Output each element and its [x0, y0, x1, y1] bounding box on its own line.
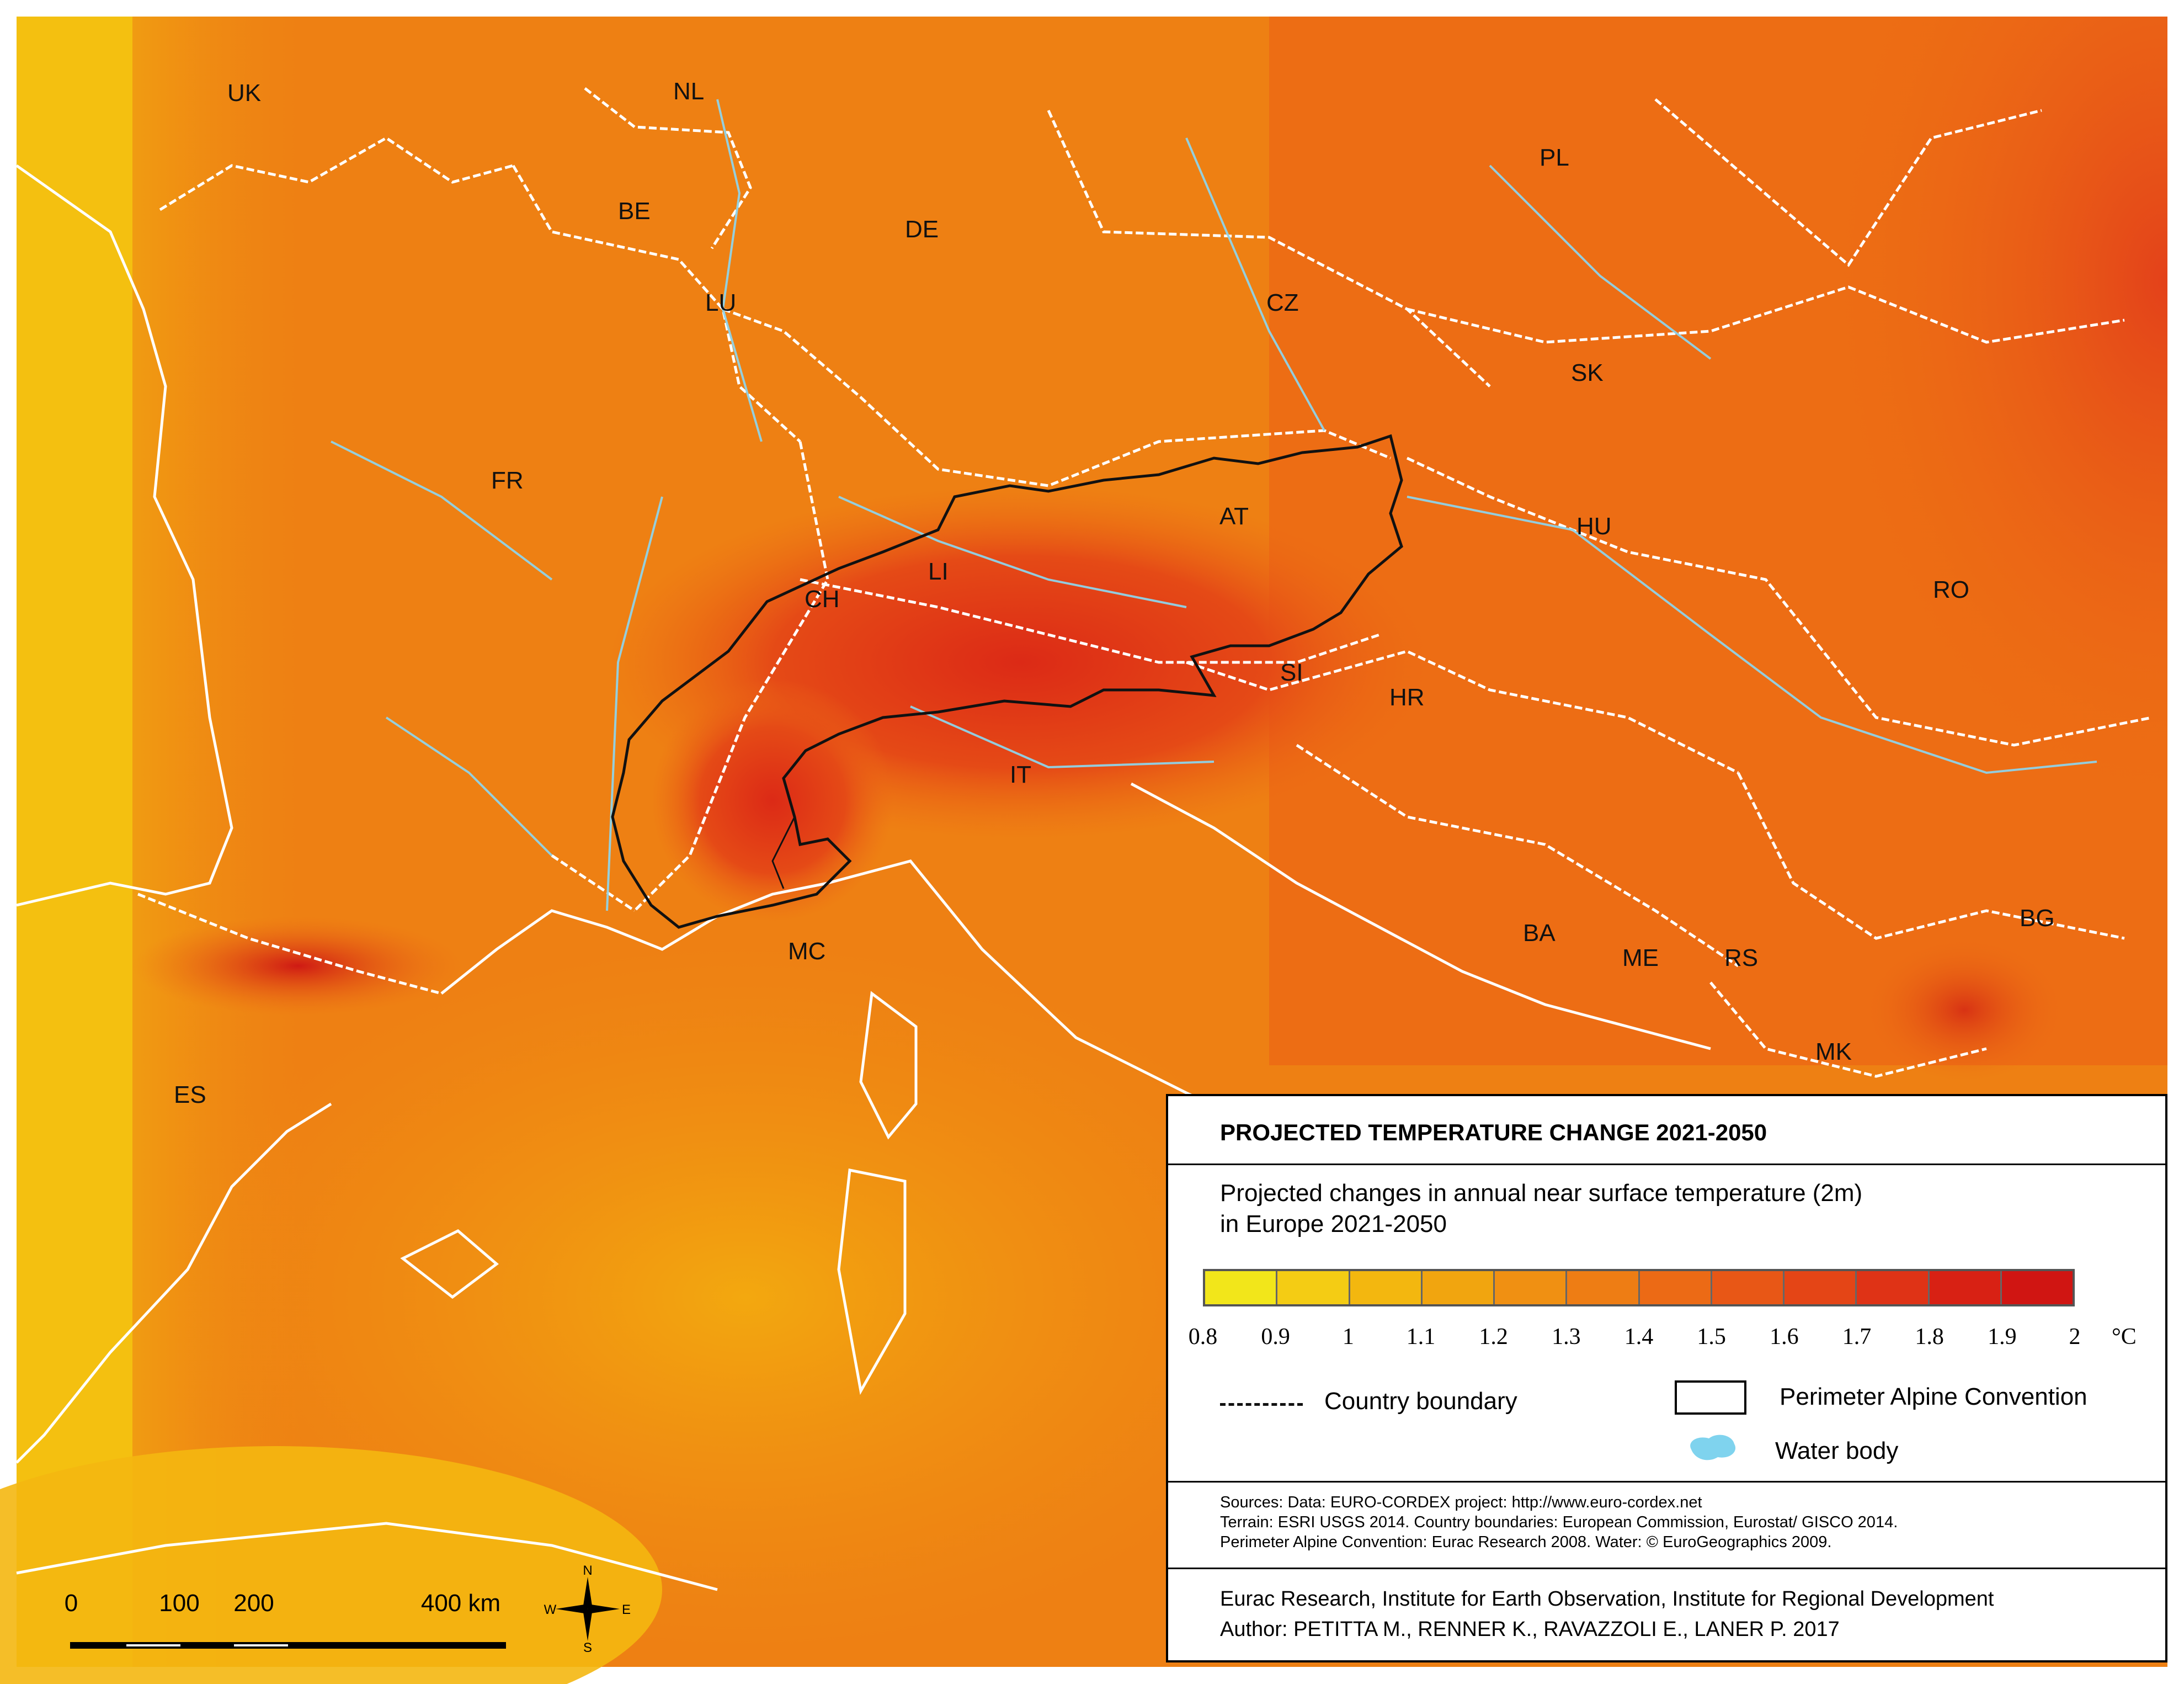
scale-label-100: 100	[159, 1590, 200, 1617]
label-ro: RO	[1933, 576, 1969, 603]
color-ramp	[1203, 1269, 2075, 1306]
label-mc: MC	[788, 938, 825, 965]
ramp-tick-4: 1.2	[1479, 1324, 1508, 1350]
ramp-tick-0: 0.8	[1188, 1324, 1218, 1350]
ramp-tick-10: 1.8	[1915, 1324, 1944, 1350]
ramp-tick-1: 0.9	[1261, 1324, 1290, 1350]
legend-subtitle: Projected changes in annual near surface…	[1220, 1178, 2130, 1240]
scale-label-200: 200	[233, 1590, 274, 1617]
ramp-cell-6	[1639, 1271, 1712, 1304]
legend-title-row: PROJECTED TEMPERATURE CHANGE 2021-2050	[1168, 1096, 2165, 1165]
scale-label-0: 0	[64, 1590, 78, 1617]
label-bg: BG	[2020, 905, 2055, 932]
legend-sources: Sources: Data: EURO-CORDEX project: http…	[1168, 1481, 2165, 1569]
label-si: SI	[1280, 659, 1303, 686]
compass-s: S	[583, 1640, 592, 1653]
perimeter-symbol	[1675, 1380, 1746, 1415]
label-be: BE	[618, 198, 651, 225]
label-nl: NL	[673, 78, 704, 105]
ramp-tick-2: 1	[1342, 1324, 1354, 1350]
ramp-tick-9: 1.7	[1842, 1324, 1872, 1350]
label-ch: CH	[805, 586, 840, 613]
country-boundary-symbol	[1220, 1403, 1303, 1406]
scale-bar-graphic	[70, 1642, 506, 1649]
label-de: DE	[905, 216, 939, 243]
ramp-tick-12: 2	[2069, 1324, 2081, 1350]
label-at: AT	[1219, 503, 1249, 530]
ramp-tick-3: 1.1	[1406, 1324, 1436, 1350]
label-rs: RS	[1724, 944, 1758, 971]
ramp-tick-5: 1.3	[1552, 1324, 1581, 1350]
ramp-cell-2	[1350, 1271, 1423, 1304]
compass-w: W	[544, 1602, 557, 1617]
source-line-3: Perimeter Alpine Convention: Eurac Resea…	[1220, 1533, 1832, 1551]
label-hu: HU	[1576, 513, 1612, 540]
compass-e: E	[622, 1602, 631, 1617]
ramp-cell-7	[1712, 1271, 1785, 1304]
label-it: IT	[1010, 761, 1031, 788]
source-line-2: Terrain: ESRI USGS 2014. Country boundar…	[1220, 1513, 1898, 1531]
ramp-cell-9	[1857, 1271, 1930, 1304]
label-li: LI	[928, 558, 949, 585]
scale-label-400: 400 km	[420, 1590, 501, 1617]
label-ba: BA	[1523, 920, 1556, 947]
ramp-cell-1	[1277, 1271, 1350, 1304]
legend-panel: PROJECTED TEMPERATURE CHANGE 2021-2050 P…	[1166, 1094, 2167, 1662]
ramp-cell-11	[2001, 1271, 2073, 1304]
alpine-convention-perimeter	[611, 434, 1403, 929]
country-boundaries	[137, 87, 2153, 1078]
ramp-cell-5	[1567, 1271, 1640, 1304]
ramp-tick-8: 1.6	[1770, 1324, 1799, 1350]
label-uk: UK	[227, 79, 261, 107]
label-me: ME	[1622, 944, 1659, 971]
label-cz: CZ	[1266, 289, 1299, 316]
legend-title: PROJECTED TEMPERATURE CHANGE 2021-2050	[1220, 1119, 1767, 1145]
legend-subtitle-line2: in Europe 2021-2050	[1220, 1210, 1447, 1237]
perimeter-label: Perimeter Alpine Convention	[1780, 1383, 2087, 1410]
ramp-cell-4	[1495, 1271, 1568, 1304]
scale-bar: 0 100 200 400 km	[63, 1590, 549, 1656]
ramp-tick-11: 1.9	[1988, 1324, 2017, 1350]
unit-label: °C	[2112, 1324, 2137, 1350]
country-boundary-label: Country boundary	[1324, 1388, 1517, 1415]
ramp-cell-0	[1205, 1271, 1278, 1304]
compass-rose-icon: N S W E	[544, 1565, 631, 1653]
credit-line-1: Eurac Research, Institute for Earth Obse…	[1220, 1587, 1994, 1611]
credit-line-2: Author: PETITTA M., RENNER K., RAVAZZOLI…	[1220, 1618, 1840, 1641]
label-pl: PL	[1540, 144, 1569, 171]
compass-n: N	[583, 1565, 592, 1578]
ramp-cell-8	[1785, 1271, 1857, 1304]
ramp-cell-3	[1422, 1271, 1495, 1304]
label-hr: HR	[1389, 684, 1425, 711]
label-sk: SK	[1571, 359, 1604, 386]
label-fr: FR	[491, 467, 524, 494]
legend-subtitle-line1: Projected changes in annual near surface…	[1220, 1180, 1863, 1207]
source-line-1: Sources: Data: EURO-CORDEX project: http…	[1220, 1494, 1702, 1511]
ramp-tick-7: 1.5	[1697, 1324, 1726, 1350]
ramp-cell-10	[1929, 1271, 2002, 1304]
ramp-tick-6: 1.4	[1624, 1324, 1654, 1350]
label-mk: MK	[1815, 1038, 1852, 1065]
label-lu: LU	[705, 289, 736, 316]
rivers	[331, 99, 2097, 911]
water-body-icon	[1690, 1435, 1736, 1460]
label-es: ES	[174, 1081, 206, 1108]
water-body-label: Water body	[1775, 1437, 1899, 1464]
